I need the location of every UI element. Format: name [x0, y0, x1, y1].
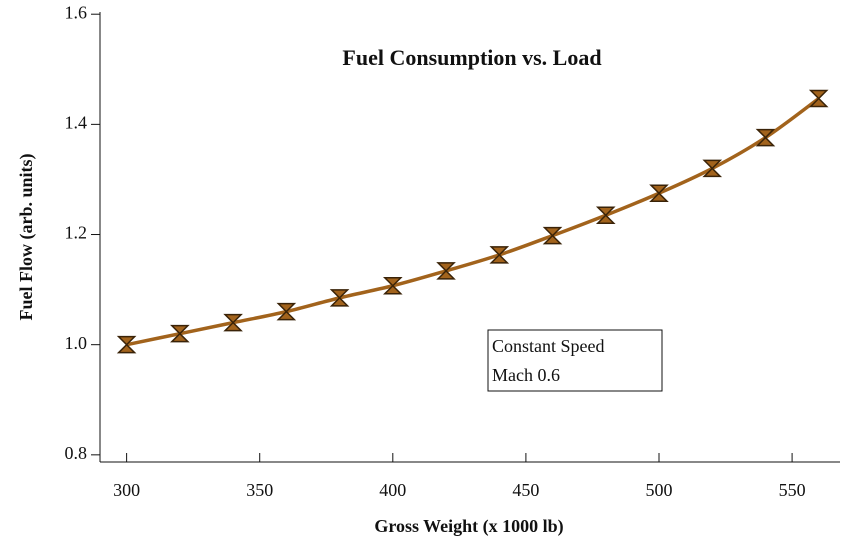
- x-tick-label: 350: [246, 480, 273, 500]
- annotation-box: [487, 329, 663, 392]
- data-point: [808, 89, 829, 108]
- data-point: [542, 226, 563, 245]
- data-point: [595, 206, 616, 224]
- data-point: [223, 313, 243, 332]
- y-axis-label: Fuel Flow (arb. units): [16, 153, 37, 320]
- x-tick-label: 300: [113, 480, 140, 500]
- data-line: [126, 97, 820, 347]
- y-tick-label: 1.4: [65, 112, 88, 132]
- annotation-text: Constant Speed: [492, 336, 605, 356]
- data-point: [329, 289, 350, 307]
- data-point: [702, 159, 723, 178]
- data-point: [170, 324, 190, 343]
- data-point: [649, 184, 669, 202]
- y-tick-label: 0.8: [65, 443, 88, 463]
- data-point: [276, 302, 297, 321]
- annotation-text: Mach 0.6: [492, 365, 560, 385]
- y-tick-label: 1.2: [65, 223, 88, 243]
- x-tick-label: 400: [379, 480, 406, 500]
- x-axis-label: Gross Weight (x 1000 lb): [374, 516, 563, 537]
- x-tick-label: 450: [512, 480, 539, 500]
- x-tick-label: 500: [645, 480, 672, 500]
- data-point: [436, 262, 456, 280]
- x-tick-label: 550: [779, 480, 806, 500]
- data-point: [755, 128, 776, 147]
- data-point: [382, 276, 403, 295]
- y-tick-label: 1.6: [65, 2, 88, 22]
- chart-title: Fuel Consumption vs. Load: [342, 45, 601, 70]
- y-tick-label: 1.0: [65, 333, 88, 353]
- data-point: [116, 335, 137, 354]
- data-point: [489, 246, 510, 264]
